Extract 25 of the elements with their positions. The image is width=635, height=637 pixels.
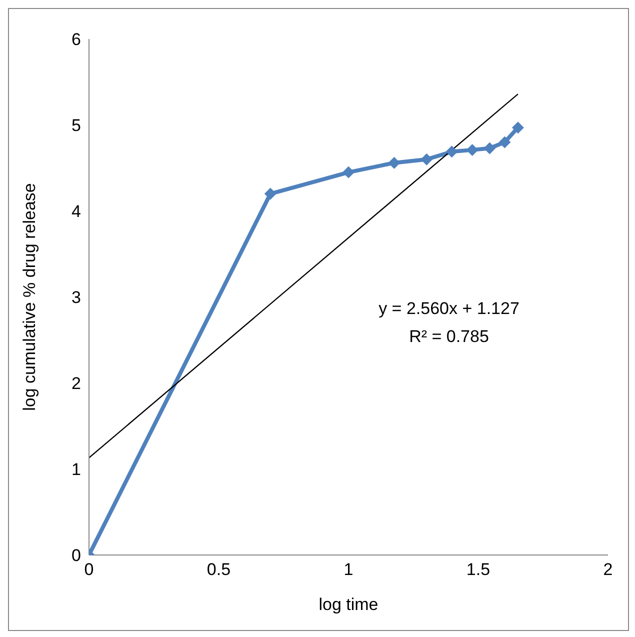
y-tick-label: 0 (72, 546, 81, 566)
annotation: y = 2.560x + 1.127 (378, 299, 520, 319)
y-tick-label: 2 (72, 374, 81, 394)
point (342, 166, 354, 178)
x-tick-label: 0 (84, 560, 94, 580)
point (446, 146, 458, 158)
x-tick-label: 2 (603, 560, 613, 580)
y-axis-title: log cumulative % drug release (20, 183, 40, 411)
point (420, 153, 433, 166)
y-tick-label: 3 (72, 288, 81, 308)
y-tick-label: 5 (72, 116, 81, 136)
point (388, 156, 400, 169)
point (484, 142, 496, 154)
x-axis-title: log time (318, 595, 378, 614)
point (512, 122, 524, 134)
x-tick-label: 1.5 (466, 560, 490, 580)
y-tick-label: 6 (72, 30, 81, 50)
point (264, 188, 276, 200)
point (498, 136, 511, 148)
annotation: R² = 0.785 (408, 327, 490, 347)
x-tick-label: 1 (344, 560, 354, 580)
y-tick-label: 4 (72, 202, 81, 222)
point (466, 144, 478, 156)
x-tick-label: 0.5 (206, 560, 231, 580)
y-tick-label: 1 (72, 460, 81, 480)
